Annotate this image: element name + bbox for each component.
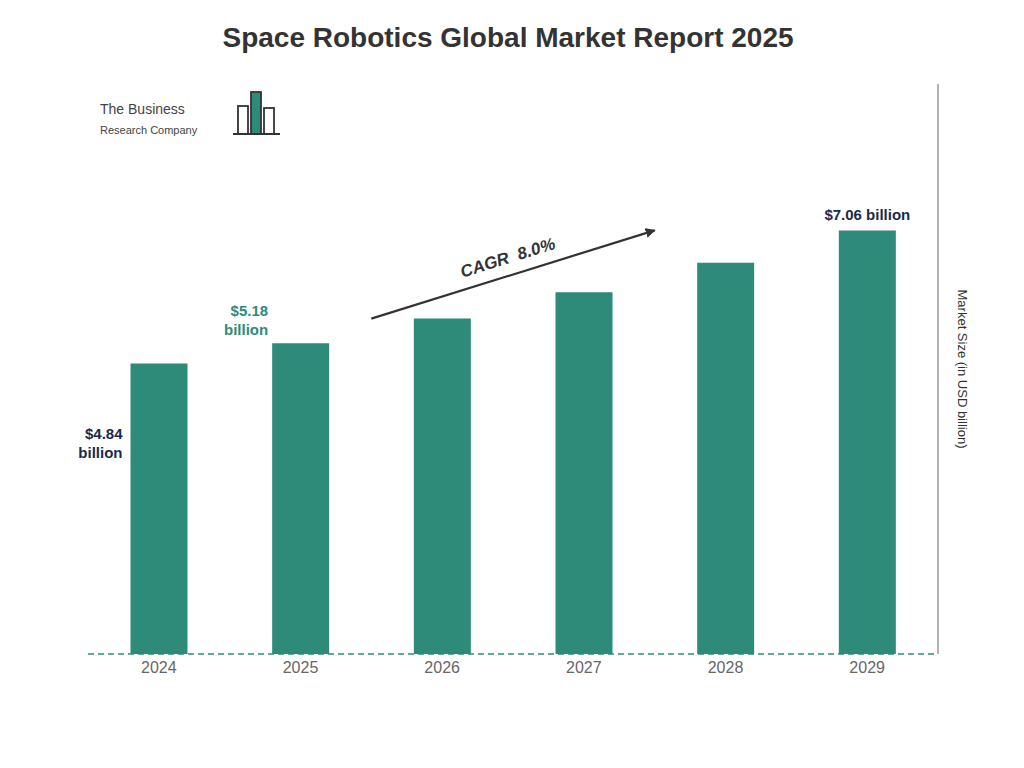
svg-text:2024: 2024	[141, 659, 177, 676]
svg-text:Market Size (in USD billion): Market Size (in USD billion)	[955, 290, 970, 449]
svg-text:2027: 2027	[566, 659, 602, 676]
svg-text:The Business: The Business	[100, 101, 185, 117]
svg-text:$4.84billion: $4.84billion	[78, 425, 123, 461]
svg-text:$7.06 billion: $7.06 billion	[824, 206, 910, 223]
svg-text:$5.18billion: $5.18billion	[224, 302, 268, 338]
svg-text:Research Company: Research Company	[100, 124, 198, 136]
svg-text:2025: 2025	[283, 659, 319, 676]
svg-text:2026: 2026	[424, 659, 460, 676]
html-text:Space Robotics Global Market R: Space Robotics Global Market Report 2025	[222, 22, 794, 53]
svg-text:2028: 2028	[708, 659, 744, 676]
svg-text:CAGR 8.0%: CAGR 8.0%	[458, 234, 557, 281]
svg-text:2029: 2029	[849, 659, 885, 676]
